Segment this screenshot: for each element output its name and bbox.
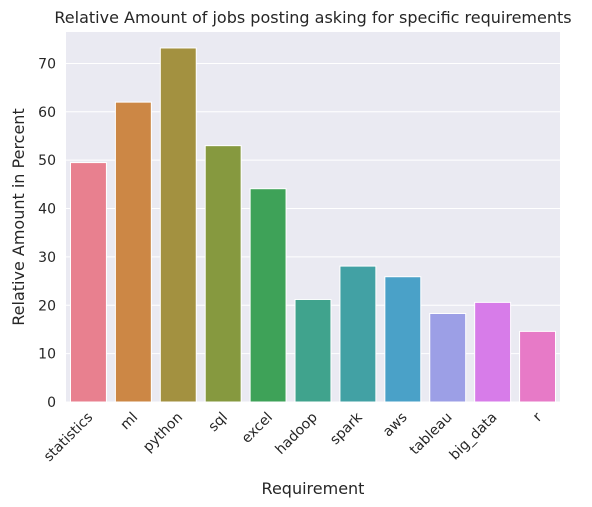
y-tick-label-20: 20 (38, 298, 56, 314)
y-tick-label-60: 60 (38, 105, 56, 121)
x-tick-label-excel: excel (239, 410, 276, 447)
bar-spark (339, 265, 377, 403)
bar-hadoop (294, 298, 332, 403)
x-tick-label-aws: aws (380, 410, 411, 441)
bar-statistics (69, 162, 107, 403)
x-tick-label-python: python (140, 410, 186, 456)
x-tick-label-sql: sql (205, 410, 231, 436)
x-tick-label-big_data: big_data (447, 410, 501, 464)
y-tick-label-30: 30 (38, 250, 56, 266)
x-tick-label-spark: spark (327, 409, 366, 448)
y-axis-ticks: 0 10 20 30 40 50 60 70 (38, 56, 56, 411)
chart-title: Relative Amount of jobs posting asking f… (54, 8, 571, 27)
y-tick-label-70: 70 (38, 56, 56, 72)
y-tick-label-10: 10 (38, 347, 56, 363)
bar-ml (114, 101, 152, 403)
bar-python (159, 47, 197, 403)
y-tick-label-50: 50 (38, 153, 56, 169)
x-tick-label-hadoop: hadoop (272, 409, 320, 457)
bar-aws (384, 276, 422, 403)
y-axis-title: Relative Amount in Percent (9, 108, 28, 325)
y-tick-label-0: 0 (47, 395, 56, 411)
x-tick-label-statistics: statistics (41, 410, 96, 465)
bar-sql (204, 145, 242, 403)
bar-r (519, 330, 557, 403)
x-tick-label-ml: ml (117, 410, 141, 434)
bar-tableau (429, 312, 467, 403)
bars (69, 47, 557, 403)
y-tick-label-40: 40 (38, 202, 56, 218)
x-tick-label-r: r (530, 409, 546, 425)
x-axis-title: Requirement (262, 479, 365, 498)
bar-big_data (474, 301, 512, 403)
bar-excel (249, 188, 287, 403)
